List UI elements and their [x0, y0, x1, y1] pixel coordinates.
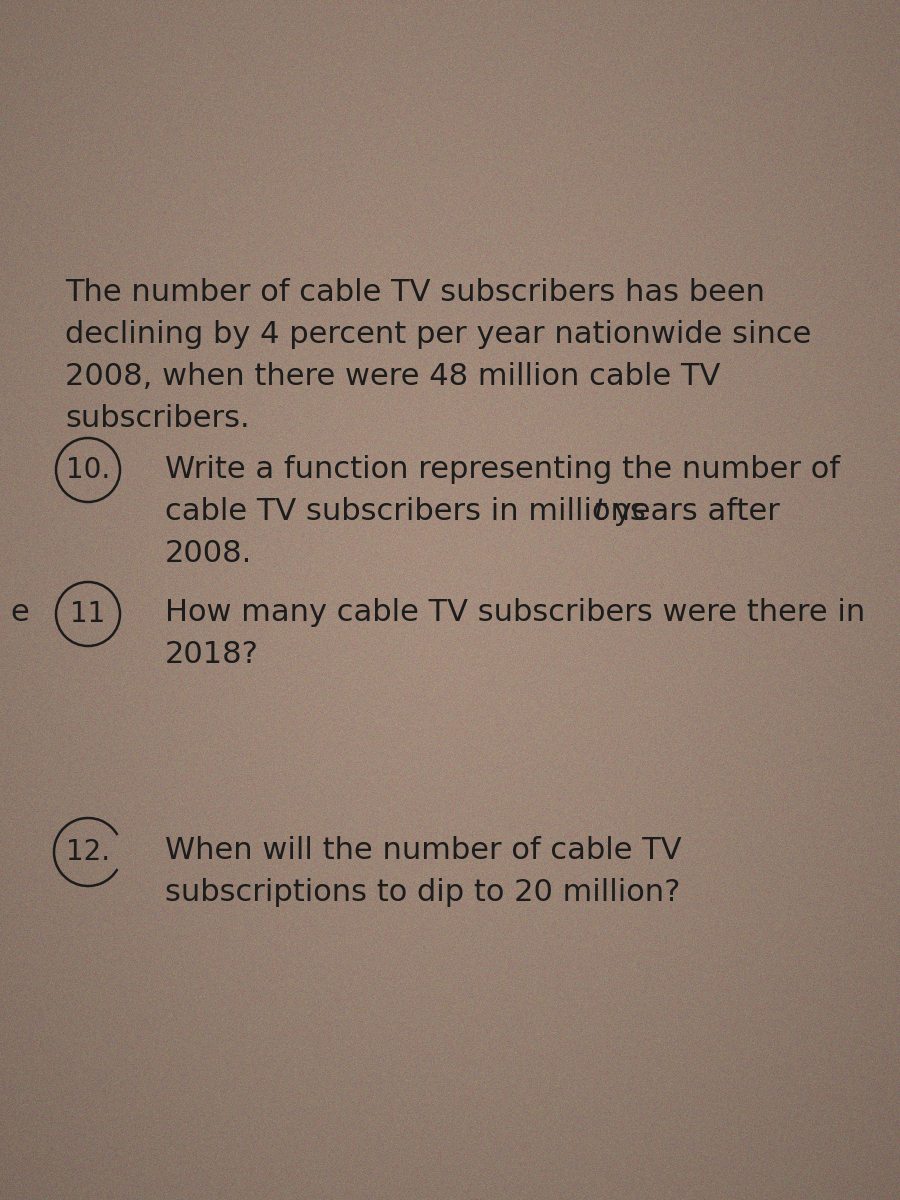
Text: The number of cable TV subscribers has been: The number of cable TV subscribers has b… — [65, 278, 765, 307]
Text: subscriptions to dip to 20 million?: subscriptions to dip to 20 million? — [165, 878, 680, 907]
Text: declining by 4 percent per year nationwide since: declining by 4 percent per year nationwi… — [65, 320, 812, 349]
Text: e: e — [10, 598, 29, 626]
Text: Write a function representing the number of: Write a function representing the number… — [165, 455, 840, 484]
Text: 2018?: 2018? — [165, 640, 259, 670]
Text: 2008, when there were 48 million cable TV: 2008, when there were 48 million cable T… — [65, 362, 720, 391]
Text: When will the number of cable TV: When will the number of cable TV — [165, 836, 681, 865]
Text: 11: 11 — [70, 600, 105, 628]
Text: 10.: 10. — [66, 456, 110, 484]
Text: t: t — [593, 497, 606, 526]
Text: cable TV subscribers in millions: cable TV subscribers in millions — [165, 497, 655, 526]
Text: subscribers.: subscribers. — [65, 404, 249, 433]
Text: years after: years after — [604, 497, 780, 526]
Text: 2008.: 2008. — [165, 539, 252, 568]
Text: How many cable TV subscribers were there in: How many cable TV subscribers were there… — [165, 598, 865, 626]
Text: 12.: 12. — [66, 838, 110, 866]
